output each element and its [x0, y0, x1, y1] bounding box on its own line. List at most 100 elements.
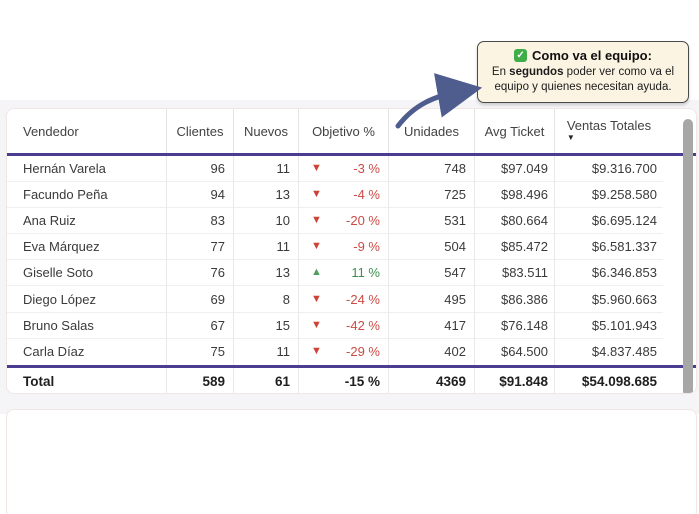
objetivo-cell: -42 %: [298, 312, 388, 339]
avg-ticket-cell: $76.148: [474, 312, 554, 339]
table-row[interactable]: Carla Díaz 75 11 -29 % 402 $64.500 $4.83…: [7, 338, 696, 365]
objetivo-value: 11 %: [351, 265, 380, 281]
objetivo-value: -24 %: [346, 291, 380, 307]
avg-ticket-cell: $86.386: [474, 286, 554, 313]
clientes-cell: 67: [166, 312, 233, 339]
objetivo-value: -3 %: [353, 161, 380, 177]
callout-title: ✓ Como va el equipo:: [486, 48, 680, 63]
objetivo-cell: 11 %: [298, 260, 388, 287]
callout-body-prefix: En: [491, 66, 510, 78]
header-divider: [7, 153, 696, 156]
objetivo-cell: -3 %: [298, 156, 388, 183]
trend-down-icon: [311, 346, 322, 357]
objetivo-value: -4 %: [353, 187, 380, 203]
check-icon: ✓: [514, 49, 528, 62]
unidades-cell: 748: [388, 156, 474, 183]
trend-down-icon: [311, 215, 322, 226]
unidades-cell: 417: [388, 312, 474, 339]
avg-ticket-cell: $98.496: [474, 182, 554, 209]
table-row[interactable]: Eva Márquez 77 11 -9 % 504 $85.472 $6.58…: [7, 234, 696, 261]
clientes-cell: 77: [166, 234, 233, 261]
total-avg-ticket: $91.848: [474, 367, 554, 393]
trend-up-icon: [311, 267, 322, 278]
total-clientes: 589: [166, 367, 233, 393]
column-header-nuevos[interactable]: Nuevos: [233, 109, 298, 153]
ventas-cell: $4.837.485: [554, 338, 663, 365]
table-row[interactable]: Diego López 69 8 -24 % 495 $86.386 $5.96…: [7, 286, 696, 313]
total-unidades: 4369: [388, 367, 474, 393]
clientes-cell: 69: [166, 286, 233, 313]
avg-ticket-cell: $83.511: [474, 260, 554, 287]
trend-down-icon: [311, 241, 322, 252]
clientes-cell: 76: [166, 260, 233, 287]
callout-body: En segundos poder ver como va el equipo …: [486, 65, 680, 95]
vendedor-cell: Diego López: [7, 286, 166, 313]
ventas-cell: $9.316.700: [554, 156, 663, 183]
trend-down-icon: [311, 294, 322, 305]
nuevos-cell: 11: [233, 156, 298, 183]
avg-ticket-cell: $97.049: [474, 156, 554, 183]
vendedor-cell: Giselle Soto: [7, 260, 166, 287]
table-row[interactable]: Hernán Varela 96 11 -3 % 748 $97.049 $9.…: [7, 156, 696, 183]
total-label: Total: [23, 373, 55, 389]
vendedor-cell: Hernán Varela: [7, 156, 166, 183]
ventas-cell: $6.581.337: [554, 234, 663, 261]
unidades-cell: 495: [388, 286, 474, 313]
vendedor-cell: Bruno Salas: [7, 313, 166, 339]
nuevos-cell: 11: [233, 234, 298, 261]
column-header-label: Ventas Totales: [566, 117, 652, 133]
callout-title-text: Como va el equipo:: [532, 48, 652, 63]
column-header-clientes[interactable]: Clientes: [166, 109, 233, 153]
table-body: Hernán Varela 96 11 -3 % 748 $97.049 $9.…: [7, 156, 696, 365]
nuevos-cell: 13: [233, 182, 298, 209]
nuevos-cell: 13: [233, 260, 298, 287]
nuevos-cell: 11: [233, 338, 298, 365]
avg-ticket-cell: $80.664: [474, 208, 554, 235]
objetivo-value: -9 %: [353, 239, 380, 255]
objetivo-value: -20 %: [346, 213, 380, 229]
clientes-cell: 83: [166, 208, 233, 235]
table-row[interactable]: Giselle Soto 76 13 11 % 547 $83.511 $6.3…: [7, 260, 696, 287]
unidades-cell: 504: [388, 234, 474, 261]
vertical-scrollbar-thumb[interactable]: [683, 119, 693, 393]
table-row[interactable]: Facundo Peña 94 13 -4 % 725 $98.496 $9.2…: [7, 182, 696, 209]
nuevos-cell: 10: [233, 208, 298, 235]
total-nuevos: 61: [233, 367, 298, 393]
objetivo-value: -29 %: [346, 344, 380, 360]
sort-descending-icon: ▼: [566, 133, 575, 143]
trend-down-icon: [311, 189, 322, 200]
trend-down-icon: [311, 163, 322, 174]
objetivo-cell: -9 %: [298, 234, 388, 261]
vendedor-cell: Ana Ruiz: [7, 208, 166, 235]
clientes-cell: 75: [166, 338, 233, 365]
table-row[interactable]: Bruno Salas 67 15 -42 % 417 $76.148 $5.1…: [7, 312, 696, 339]
lower-panel-card: [6, 409, 697, 514]
objetivo-cell: -24 %: [298, 286, 388, 313]
clientes-cell: 94: [166, 182, 233, 209]
column-header-objetivo[interactable]: Objetivo %: [298, 109, 388, 153]
total-ventas: $54.098.685: [554, 367, 663, 393]
column-header-avg-ticket[interactable]: Avg Ticket: [474, 109, 554, 153]
vendedor-cell: Carla Díaz: [23, 344, 85, 360]
unidades-cell: 402: [388, 338, 474, 365]
ventas-cell: $9.258.580: [554, 182, 663, 209]
unidades-cell: 547: [388, 260, 474, 287]
avg-ticket-cell: $64.500: [474, 338, 554, 365]
team-status-callout: ✓ Como va el equipo: En segundos poder v…: [477, 41, 689, 104]
trend-down-icon: [311, 320, 322, 331]
objetivo-cell: -20 %: [298, 208, 388, 235]
column-header-ventas-totales[interactable]: Ventas Totales ▼: [554, 109, 663, 153]
callout-body-bold: segundos: [509, 66, 564, 78]
clientes-cell: 96: [166, 156, 233, 183]
ventas-cell: $5.101.943: [554, 312, 663, 339]
callout-body-suffix: poder ver como va el equipo y quienes ne…: [494, 66, 675, 94]
column-header-vendedor[interactable]: Vendedor: [23, 123, 79, 139]
table-total-row: Total 589 61 -15 % 4369 $91.848 $54.098.…: [7, 367, 696, 393]
objetivo-cell: -4 %: [298, 182, 388, 209]
ventas-cell: $6.695.124: [554, 208, 663, 235]
table-row[interactable]: Ana Ruiz 83 10 -20 % 531 $80.664 $6.695.…: [7, 208, 696, 235]
column-header-unidades[interactable]: Unidades: [388, 109, 474, 153]
objetivo-cell: -29 %: [298, 338, 388, 365]
avg-ticket-cell: $85.472: [474, 234, 554, 261]
